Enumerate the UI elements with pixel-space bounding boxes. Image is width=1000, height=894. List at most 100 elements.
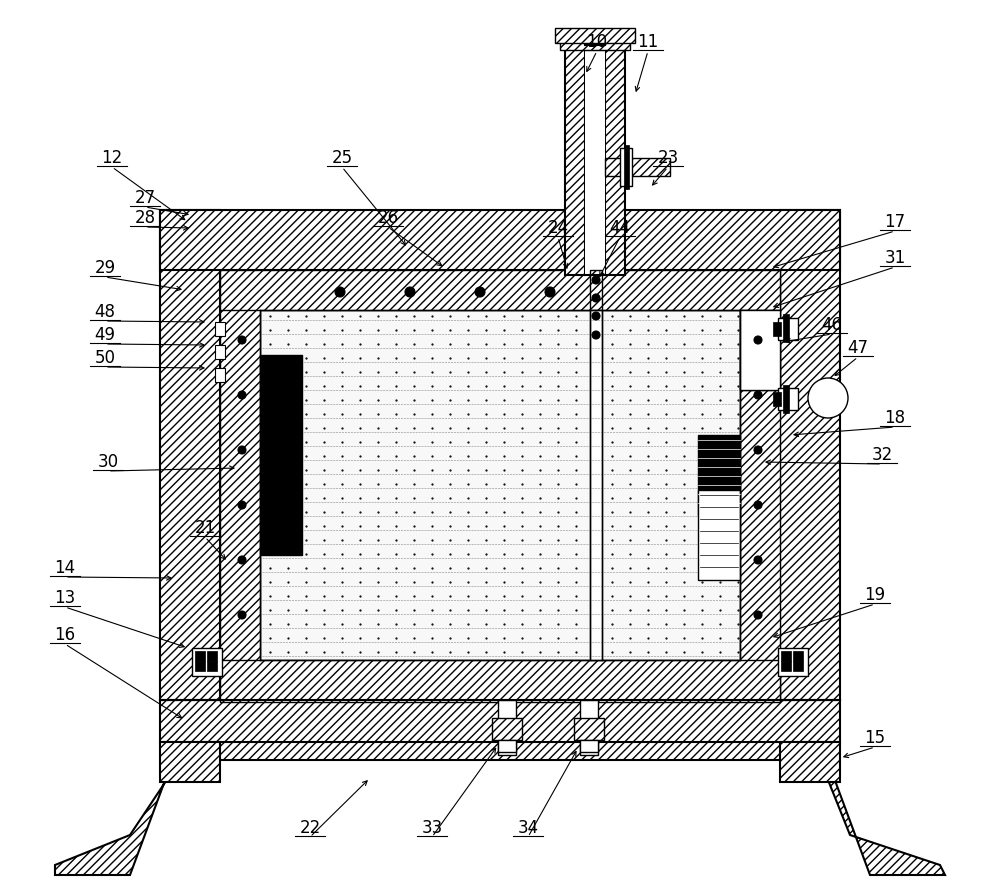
Bar	[260, 355, 302, 555]
Circle shape	[754, 501, 762, 509]
Bar	[773, 322, 781, 336]
Bar	[192, 648, 222, 676]
Circle shape	[335, 287, 345, 297]
Circle shape	[238, 501, 246, 509]
Circle shape	[592, 312, 600, 320]
Circle shape	[592, 294, 600, 302]
Text: 10: 10	[586, 33, 608, 51]
Bar	[195, 651, 205, 661]
Text: 11: 11	[637, 33, 659, 51]
Bar	[220, 270, 260, 700]
Bar	[590, 310, 602, 660]
Text: 50: 50	[94, 349, 116, 367]
Bar	[793, 661, 803, 671]
Bar	[778, 318, 798, 340]
Bar	[698, 490, 740, 580]
Bar	[215, 322, 225, 336]
Bar	[605, 158, 670, 176]
Text: 29: 29	[94, 259, 116, 277]
Bar	[498, 740, 516, 752]
Circle shape	[545, 287, 555, 297]
Text: 27: 27	[134, 189, 156, 207]
Bar	[605, 45, 625, 275]
Text: 33: 33	[421, 819, 443, 837]
Circle shape	[405, 287, 415, 297]
Bar	[590, 270, 602, 310]
Text: 13: 13	[54, 589, 76, 607]
Bar	[740, 310, 780, 390]
Bar	[498, 700, 516, 755]
Circle shape	[592, 331, 600, 339]
Bar	[793, 651, 803, 661]
Text: 28: 28	[134, 209, 156, 227]
Text: 16: 16	[54, 626, 76, 644]
Text: 19: 19	[864, 586, 886, 604]
Bar	[781, 651, 791, 661]
Circle shape	[475, 287, 485, 297]
Bar	[215, 368, 225, 382]
Circle shape	[238, 446, 246, 454]
Bar	[492, 718, 522, 740]
Circle shape	[754, 391, 762, 399]
Bar	[565, 45, 585, 275]
Text: 30: 30	[97, 453, 119, 471]
Bar	[580, 740, 598, 752]
Bar	[160, 700, 840, 742]
Circle shape	[808, 378, 848, 418]
Text: 22: 22	[299, 819, 321, 837]
Text: 12: 12	[101, 149, 123, 167]
Circle shape	[754, 446, 762, 454]
Text: 32: 32	[871, 446, 893, 464]
Bar	[160, 210, 220, 700]
Bar	[783, 314, 789, 342]
Bar	[698, 435, 740, 515]
Text: 34: 34	[517, 819, 539, 837]
Bar	[783, 385, 789, 413]
Bar	[778, 648, 808, 676]
Bar	[778, 388, 798, 410]
Bar	[740, 270, 780, 700]
Text: 15: 15	[864, 729, 886, 747]
Text: 18: 18	[884, 409, 906, 427]
Circle shape	[754, 336, 762, 344]
Text: 21: 21	[194, 519, 216, 537]
Bar	[160, 742, 220, 782]
Text: 17: 17	[884, 213, 906, 231]
Text: 49: 49	[94, 326, 116, 344]
Text: 14: 14	[54, 559, 76, 577]
Circle shape	[238, 611, 246, 619]
Bar	[160, 210, 840, 270]
Circle shape	[592, 276, 600, 284]
Text: 26: 26	[377, 209, 399, 227]
Text: 24: 24	[547, 219, 569, 237]
Bar	[624, 145, 629, 189]
Bar	[781, 661, 791, 671]
Bar	[780, 742, 840, 782]
Bar	[207, 651, 217, 661]
Circle shape	[238, 556, 246, 564]
Bar	[585, 45, 605, 275]
Bar	[215, 345, 225, 359]
Text: 23: 23	[657, 149, 679, 167]
Bar	[773, 392, 781, 406]
Bar	[220, 270, 780, 310]
Bar	[555, 28, 635, 43]
Bar	[780, 210, 840, 700]
Text: 46: 46	[822, 316, 842, 334]
Bar	[620, 148, 632, 186]
Bar	[207, 661, 217, 671]
Circle shape	[238, 336, 246, 344]
Circle shape	[754, 611, 762, 619]
Polygon shape	[55, 740, 945, 875]
Bar	[580, 700, 598, 755]
Bar	[195, 661, 205, 671]
Bar	[560, 38, 630, 50]
Circle shape	[238, 391, 246, 399]
Text: 31: 31	[884, 249, 906, 267]
Circle shape	[754, 556, 762, 564]
Text: 48: 48	[94, 303, 116, 321]
Text: 44: 44	[610, 219, 631, 237]
Bar	[220, 660, 780, 702]
Bar	[260, 310, 740, 660]
Bar	[574, 718, 604, 740]
